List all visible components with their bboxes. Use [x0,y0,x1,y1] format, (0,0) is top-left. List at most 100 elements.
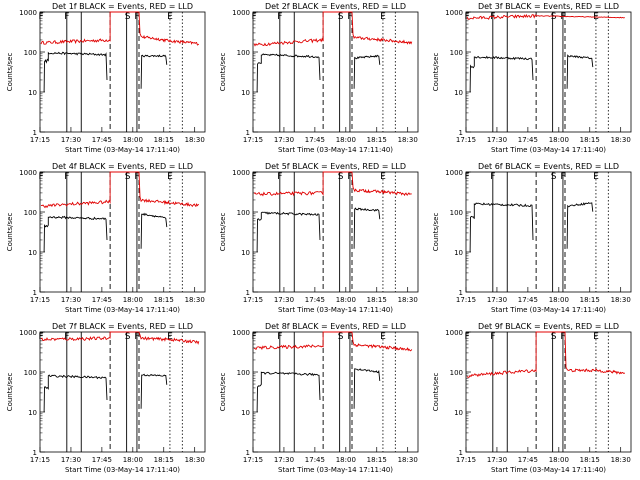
y-tick-label: 1 [246,289,250,297]
x-tick-label: 18:15 [367,296,387,304]
detector-panel: Det 1f BLACK = Events, RED = LLD 1 10 100 10… [0,0,213,160]
panel-title: Det 7f BLACK = Events, RED = LLD [52,322,193,331]
x-tick-label: 17:30 [487,456,507,464]
x-axis-label: Start Time (03-May-14 17:11:40) [65,146,180,154]
x-axis-label: Start Time (03-May-14 17:11:40) [278,306,393,314]
x-tick-label: 17:15 [30,136,50,144]
events-series-line [469,202,534,253]
x-axis-label: Start Time (03-May-14 17:11:40) [65,466,180,474]
x-tick-label: 18:00 [123,456,143,464]
y-tick-label: 100 [450,369,463,377]
x-tick-label: 18:00 [549,136,569,144]
marker-label: E [380,332,386,342]
x-tick-label: 17:15 [456,296,476,304]
y-tick-label: 100 [450,49,463,57]
marker-label: S [125,332,131,342]
x-tick-label: 18:30 [185,456,205,464]
plot-frame [39,11,206,133]
y-tick-label: 1000 [445,169,463,177]
panel-svg: Det 5f BLACK = Events, RED = LLD 1 10 100 10… [219,162,419,314]
x-tick-label: 17:45 [92,136,112,144]
plot-frame [465,331,632,453]
x-tick-label: 18:00 [336,136,356,144]
y-tick-label: 10 [454,249,463,257]
x-axis-label: Start Time (03-May-14 17:11:40) [491,466,606,474]
events-series-line [43,215,108,253]
x-axis-label: Start Time (03-May-14 17:11:40) [278,466,393,474]
marker-label: E [593,172,599,182]
y-tick-label: 1 [459,289,463,297]
events-series-line [43,51,108,93]
lld-series-line [40,171,200,209]
x-axis-label: Start Time (03-May-14 17:11:40) [491,146,606,154]
x-tick-label: 17:30 [61,136,81,144]
y-tick-label: 10 [28,409,37,417]
marker-label: S [125,12,131,22]
y-tick-label: 1000 [232,9,250,17]
x-tick-label: 18:30 [611,296,631,304]
x-tick-label: 17:15 [243,136,263,144]
marker-label: F [560,332,565,342]
x-tick-label: 18:15 [154,456,174,464]
panel-svg: Det 4f BLACK = Events, RED = LLD 1 10 100 10… [6,162,206,314]
x-tick-label: 18:30 [611,456,631,464]
x-tick-label: 17:30 [274,136,294,144]
x-tick-label: 17:15 [243,296,263,304]
x-tick-label: 18:00 [123,296,143,304]
y-axis-label: Counts/sec [432,53,440,92]
x-tick-label: 17:45 [92,456,112,464]
marker-label: F [277,12,282,22]
x-tick-label: 17:30 [487,136,507,144]
events-series-line [353,207,381,249]
y-tick-label: 1000 [19,169,37,177]
panel-svg: Det 1f BLACK = Events, RED = LLD 1 10 100 10… [6,2,206,154]
x-tick-label: 17:30 [274,296,294,304]
y-tick-label: 1 [459,129,463,137]
detector-panel: Det 5f BLACK = Events, RED = LLD 1 10 100 10… [213,160,426,320]
y-tick-label: 10 [241,249,250,257]
panel-svg: Det 2f BLACK = Events, RED = LLD 1 10 100 10… [219,2,419,154]
marker-label: F [64,332,69,342]
detector-panel: Det 4f BLACK = Events, RED = LLD 1 10 100 10… [0,160,213,320]
panel-svg: Det 6f BLACK = Events, RED = LLD 1 10 100 10… [432,162,632,314]
detector-panel: Det 8f BLACK = Events, RED = LLD 1 10 100 10… [213,320,426,480]
x-tick-label: 17:45 [305,136,325,144]
y-tick-label: 1000 [19,329,37,337]
marker-label: S [125,172,131,182]
x-tick-label: 18:00 [336,456,356,464]
y-tick-label: 1000 [19,9,37,17]
y-axis-label: Counts/sec [432,373,440,412]
y-tick-label: 1 [459,449,463,457]
marker-label: F [490,172,495,182]
marker-label: E [593,332,599,342]
marker-label: F [347,332,352,342]
y-axis-label: Counts/sec [432,213,440,252]
marker-label: E [167,332,173,342]
x-tick-label: 17:45 [92,296,112,304]
panel-title: Det 2f BLACK = Events, RED = LLD [265,2,406,11]
y-tick-label: 1 [33,289,37,297]
y-tick-label: 100 [24,209,37,217]
y-axis-label: Counts/sec [219,213,227,252]
x-tick-label: 18:15 [580,296,600,304]
lld-series-line [40,331,200,345]
detector-panel: Det 3f BLACK = Events, RED = LLD 1 10 100 10… [426,0,639,160]
x-tick-label: 18:00 [549,456,569,464]
events-series-line [566,201,594,249]
lld-series-line [466,331,626,378]
x-tick-label: 18:30 [398,296,418,304]
y-tick-label: 1000 [232,329,250,337]
x-tick-label: 18:15 [367,456,387,464]
panel-title: Det 8f BLACK = Events, RED = LLD [265,322,406,331]
y-tick-label: 1 [246,449,250,457]
x-tick-label: 17:30 [61,456,81,464]
plot-frame [39,331,206,453]
marker-label: S [551,172,557,182]
marker-label: F [347,12,352,22]
y-tick-label: 10 [454,89,463,97]
marker-label: F [560,172,565,182]
x-tick-label: 17:45 [518,456,538,464]
x-tick-label: 17:15 [456,136,476,144]
x-tick-label: 17:45 [305,456,325,464]
